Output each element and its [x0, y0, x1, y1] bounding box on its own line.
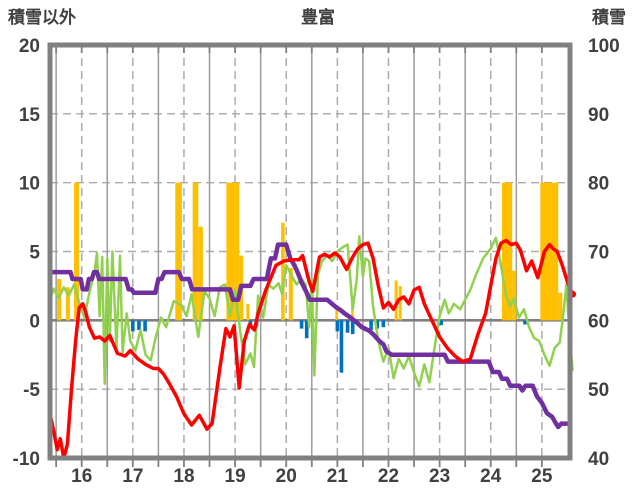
blue-bar [350, 320, 355, 335]
left-tick-label: 20 [19, 36, 40, 57]
blue-bar [381, 320, 386, 328]
blue-bar [439, 320, 443, 326]
blue-bar [299, 320, 304, 329]
plot-border [47, 42, 573, 461]
blue-bar [523, 320, 527, 325]
chart-title: 豊富 [301, 8, 335, 27]
right-axis-title: 積雪 [592, 8, 626, 27]
x-tick-label: 17 [122, 466, 143, 487]
blue-bar [335, 320, 340, 332]
orange-bar [175, 182, 182, 321]
blue-bar [304, 320, 309, 339]
orange-bar [512, 270, 517, 321]
right-tick-label: 100 [588, 36, 620, 57]
left-axis-title: 積雪以外 [8, 8, 76, 27]
blue-bar [339, 320, 344, 373]
blue-bar [137, 320, 141, 330]
x-tick-label: 23 [429, 466, 450, 487]
x-tick-label: 24 [480, 466, 502, 487]
orange-bar [335, 307, 338, 321]
orange-bar [192, 182, 199, 321]
x-tick-label: 22 [378, 466, 399, 487]
x-tick-label: 25 [531, 466, 553, 487]
purple-snow-line [50, 242, 573, 430]
series-layer [50, 182, 577, 460]
blue-bar [131, 320, 135, 332]
x-tick-label: 21 [327, 466, 349, 487]
orange-bar [74, 182, 80, 321]
orange-bar [65, 287, 70, 321]
orange-bar [540, 182, 559, 321]
left-tick-label: 15 [19, 105, 41, 126]
blue-bar [143, 320, 147, 332]
orange-bar [398, 285, 402, 321]
green-line [50, 235, 574, 388]
right-tick-label: 80 [588, 174, 609, 195]
orange-bar [57, 279, 62, 321]
orange-bar [288, 268, 293, 321]
blue-bar [248, 320, 253, 326]
x-tick-label: 16 [71, 466, 92, 487]
orange-bar [198, 226, 203, 321]
left-tick-label: 5 [29, 243, 40, 264]
left-tick-label: 10 [19, 174, 40, 195]
right-tick-label: 50 [588, 380, 609, 401]
right-tick-label: 40 [588, 449, 609, 470]
blue-bar [345, 320, 350, 333]
left-tick-label: -5 [23, 380, 40, 401]
x-tick-label: 18 [173, 466, 194, 487]
right-tick-label: 70 [588, 243, 609, 264]
orange-bar [501, 182, 513, 321]
orange-bar [281, 222, 285, 321]
right-tick-label: 90 [588, 105, 609, 126]
x-tick-label: 20 [276, 466, 297, 487]
left-tick-label: 0 [29, 311, 40, 332]
orange-bar [246, 303, 250, 321]
blue-bar [375, 320, 380, 329]
blue-bar [369, 320, 373, 330]
orange-bar [394, 280, 398, 321]
left-tick-label: -10 [13, 449, 40, 470]
orange-bar [226, 182, 240, 321]
x-tick-label: 19 [225, 466, 246, 487]
orange-bar [558, 292, 563, 321]
right-tick-label: 60 [588, 311, 609, 332]
red-temp-line [50, 238, 575, 460]
